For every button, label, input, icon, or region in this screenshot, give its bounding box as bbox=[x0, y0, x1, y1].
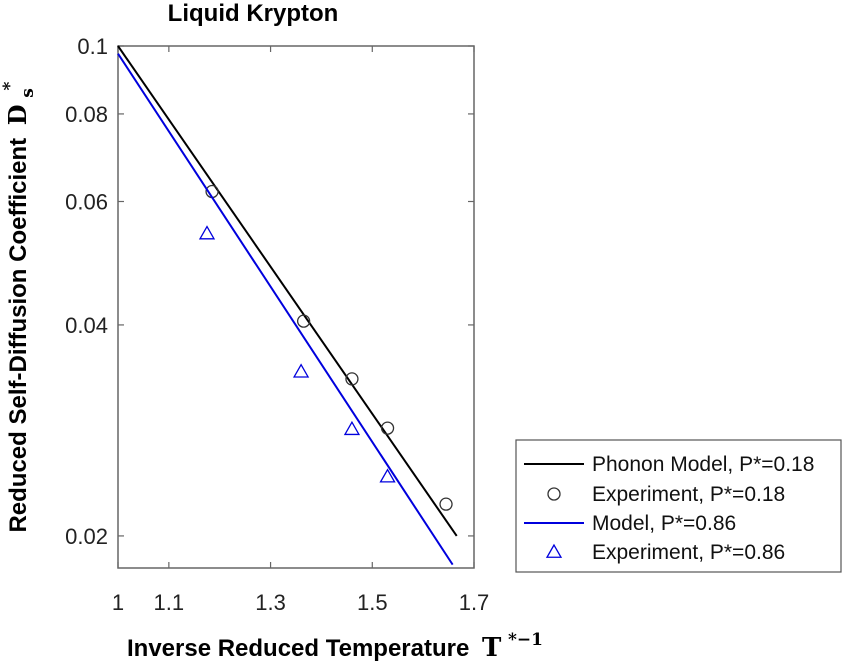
x-tick-label: 1 bbox=[112, 590, 124, 615]
legend-box bbox=[515, 439, 842, 573]
data-point-circle bbox=[345, 372, 359, 386]
series-group bbox=[117, 45, 458, 566]
y-axis-label-superscript: * bbox=[0, 81, 20, 90]
y-axis-label: Reduced Self-Diffusion Coefficient D s * bbox=[0, 81, 39, 532]
data-point-triangle bbox=[198, 225, 216, 240]
legend-entry: Phonon Model, P*=0.18 bbox=[592, 453, 814, 476]
x-axis-label-text: Inverse Reduced Temperature bbox=[127, 635, 469, 662]
legend-triangle-swatch bbox=[545, 543, 563, 558]
data-point-circle bbox=[380, 421, 395, 435]
data-point-triangle bbox=[379, 468, 396, 483]
legend-entry: Experiment, P*=0.18 bbox=[592, 483, 785, 506]
axis-ticks: 1 1.1 1.3 1.5 1.7 0.02 0.04 0.06 0.08 0.1 bbox=[65, 34, 489, 615]
x-tick-label: 1.5 bbox=[357, 590, 388, 615]
y-tick-label: 0.08 bbox=[65, 102, 108, 127]
data-point-triangle bbox=[343, 420, 361, 436]
plot-area bbox=[117, 45, 475, 569]
legend-entry: Model, P*=0.86 bbox=[592, 512, 736, 535]
x-axis-label: Inverse Reduced Temperature T *−1 bbox=[127, 630, 543, 663]
data-point-circle bbox=[296, 314, 311, 328]
legend-entry: Experiment, P*=0.86 bbox=[592, 541, 785, 564]
chart-title: Liquid Krypton bbox=[168, 0, 339, 27]
data-point-triangle bbox=[292, 363, 310, 378]
y-axis-label-symbol: D bbox=[3, 104, 32, 125]
legend: Phonon Model, P*=0.18 Experiment, P*=0.18… bbox=[515, 439, 842, 573]
x-tick-label: 1.1 bbox=[154, 590, 185, 615]
series-line-2 bbox=[117, 53, 454, 566]
y-axis-label-subscript: s bbox=[18, 88, 38, 98]
series-line-0 bbox=[117, 45, 458, 537]
y-axis-label-text: Reduced Self-Diffusion Coefficient bbox=[5, 138, 32, 533]
legend-circle-swatch bbox=[547, 487, 561, 501]
y-tick-label: 0.1 bbox=[77, 34, 108, 59]
x-axis-label-superscript: *−1 bbox=[508, 630, 543, 650]
x-tick-label: 1.3 bbox=[255, 590, 286, 615]
y-tick-label: 0.06 bbox=[65, 189, 108, 214]
data-point-circle bbox=[439, 497, 453, 511]
x-axis-label-symbol: T bbox=[482, 633, 502, 663]
y-tick-label: 0.04 bbox=[65, 313, 108, 338]
x-tick-label: 1.7 bbox=[459, 590, 490, 615]
y-tick-label: 0.02 bbox=[65, 524, 108, 549]
